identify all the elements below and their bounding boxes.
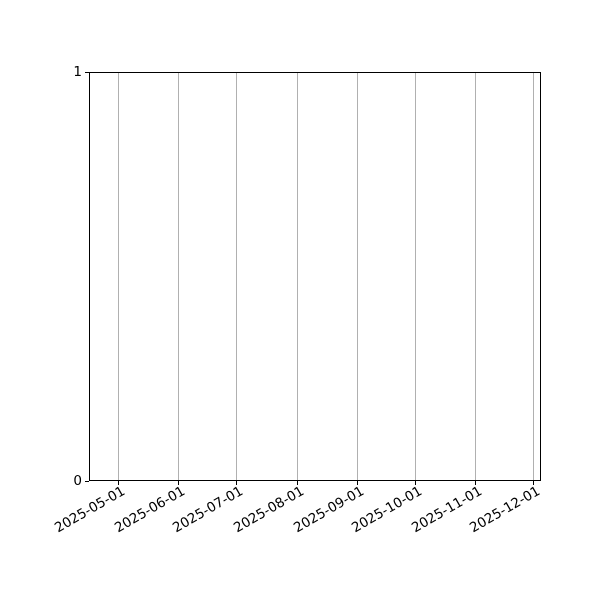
x-tick-mark: [475, 481, 476, 485]
x-tick-mark: [415, 481, 416, 485]
y-tick-label: 0: [73, 473, 82, 489]
x-tick-mark: [357, 481, 358, 485]
x-tick-mark: [118, 481, 119, 485]
y-tick-mark: [85, 481, 89, 482]
x-tick-mark: [236, 481, 237, 485]
x-tick-mark: [297, 481, 298, 485]
plot-area: [89, 72, 541, 481]
x-tick-mark: [178, 481, 179, 485]
x-tick-mark: [533, 481, 534, 485]
y-tick-label: 1: [73, 64, 82, 80]
y-tick-mark: [85, 72, 89, 73]
